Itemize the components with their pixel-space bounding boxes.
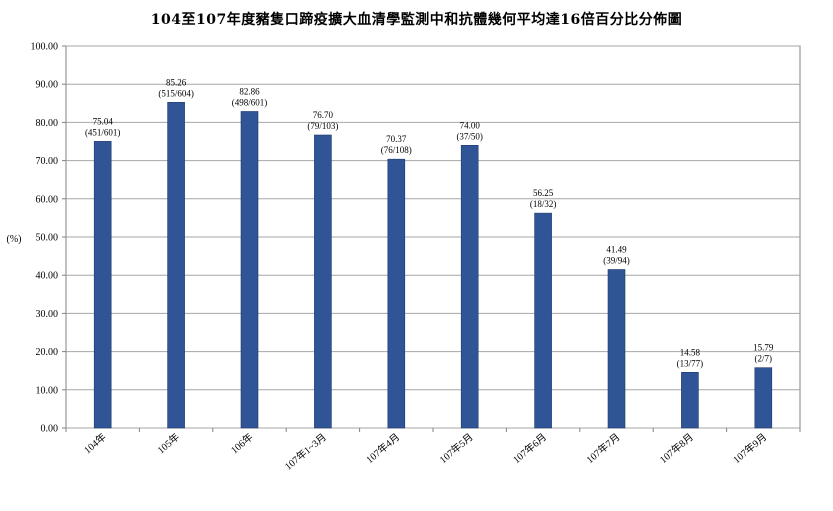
y-tick-label: 90.00 bbox=[36, 80, 59, 91]
chart-title: 104至107年度豬隻口蹄疫擴大血清學監測中和抗體幾何平均達16倍百分比分佈圖 bbox=[150, 12, 683, 28]
data-label-value: 76.70 bbox=[313, 110, 334, 120]
x-tick-label: 107年6月 bbox=[510, 430, 549, 466]
x-tick-label: 107年1~3月 bbox=[282, 430, 329, 472]
bar bbox=[314, 134, 332, 429]
y-tick-label: 60.00 bbox=[36, 194, 59, 205]
bar bbox=[93, 141, 112, 429]
bar bbox=[240, 111, 259, 429]
data-label-value: 41.49 bbox=[606, 245, 627, 255]
y-tick-label: 10.00 bbox=[36, 385, 59, 396]
bar bbox=[460, 145, 479, 429]
y-axis-label: (%) bbox=[7, 234, 22, 245]
data-label-count: (515/604) bbox=[158, 88, 194, 98]
x-tick-label: 107年7月 bbox=[583, 430, 622, 466]
bar bbox=[534, 212, 552, 429]
data-label-value: 74.00 bbox=[460, 120, 481, 130]
y-tick-label: 100.00 bbox=[31, 42, 59, 53]
data-label-count: (37/50) bbox=[456, 131, 483, 141]
bar bbox=[167, 102, 185, 429]
y-tick-label: 40.00 bbox=[36, 271, 59, 282]
data-label-count: (13/77) bbox=[677, 358, 704, 368]
x-tick-label: 107年5月 bbox=[437, 430, 476, 466]
x-tick-label: 105年 bbox=[155, 430, 183, 456]
y-tick-label: 80.00 bbox=[36, 118, 59, 129]
y-tick-label: 50.00 bbox=[36, 233, 59, 244]
y-tick-label: 70.00 bbox=[36, 156, 59, 167]
y-tick-label: 0.00 bbox=[41, 424, 59, 435]
data-label-value: 70.37 bbox=[386, 134, 407, 144]
bar bbox=[681, 372, 699, 429]
x-tick-label: 107年9月 bbox=[730, 430, 769, 466]
bar bbox=[754, 367, 773, 429]
x-tick-label: 104年 bbox=[81, 430, 109, 456]
data-label-count: (451/601) bbox=[85, 127, 121, 137]
data-label-count: (18/32) bbox=[530, 199, 557, 209]
data-label-value: 56.25 bbox=[533, 188, 554, 198]
data-label-value: 85.26 bbox=[166, 77, 187, 87]
x-tick-label: 106年 bbox=[228, 430, 256, 456]
data-label-count: (39/94) bbox=[603, 256, 630, 266]
data-label-value: 15.79 bbox=[753, 343, 774, 353]
bar bbox=[607, 269, 626, 429]
data-label-count: (76/108) bbox=[381, 145, 412, 155]
x-tick-label: 107年8月 bbox=[657, 430, 696, 466]
data-label-count: (498/601) bbox=[232, 97, 268, 107]
data-label-value: 82.86 bbox=[239, 86, 260, 96]
x-tick-label: 107年4月 bbox=[363, 430, 402, 466]
data-label-count: (2/7) bbox=[755, 354, 773, 364]
y-tick-label: 30.00 bbox=[36, 309, 59, 320]
bar bbox=[387, 158, 406, 429]
y-tick-label: 20.00 bbox=[36, 347, 59, 358]
data-label-count: (79/103) bbox=[307, 121, 338, 131]
data-label-value: 75.04 bbox=[93, 116, 114, 126]
data-label-value: 14.58 bbox=[680, 347, 701, 357]
